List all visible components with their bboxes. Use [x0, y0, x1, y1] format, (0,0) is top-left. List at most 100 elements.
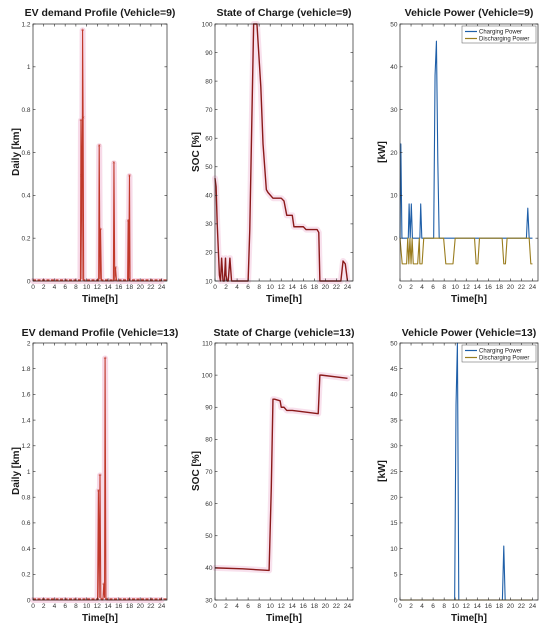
y-tick-label: 1.6 — [21, 392, 30, 399]
x-tick-label: 24 — [158, 603, 166, 610]
x-tick-label: 18 — [126, 284, 134, 291]
x-axis-label: Time[h] — [82, 613, 118, 624]
y-tick-label: 0 — [27, 597, 31, 604]
x-tick-label: 14 — [104, 603, 112, 610]
data-point-marker: * — [82, 116, 85, 123]
x-tick-label: 16 — [300, 284, 308, 291]
y-tick-label: 0.8 — [21, 495, 30, 502]
x-tick-label: 24 — [344, 284, 352, 291]
y-tick-label: 2 — [27, 340, 31, 347]
data-point-marker: * — [99, 227, 102, 234]
y-tick-label: 30 — [205, 221, 213, 228]
x-tick-label: 12 — [278, 603, 286, 610]
y-axis-label: Daily [km] — [11, 447, 22, 495]
x-tick-label: 20 — [507, 284, 515, 291]
x-tick-label: 6 — [246, 603, 250, 610]
chart-title: Vehicle Power (Vehicle=13) — [402, 327, 537, 339]
x-tick-label: 10 — [452, 284, 460, 291]
data-point-marker: * — [97, 488, 100, 495]
x-tick-label: 0 — [213, 284, 217, 291]
y-tick-label: 50 — [390, 340, 398, 347]
x-tick-label: 8 — [442, 284, 446, 291]
x-tick-label: 20 — [137, 603, 145, 610]
legend-entry: Charging Power — [479, 349, 522, 355]
y-axis-label: Daily [km] — [11, 128, 22, 176]
x-tick-label: 0 — [31, 603, 35, 610]
plot-background — [215, 24, 353, 281]
plot-area: **********0 2 4 6 8 10 12 14 16 18 20 22 2400.20.40.… — [21, 21, 168, 291]
x-tick-label: 16 — [115, 603, 123, 610]
x-tick-label: 4 — [53, 284, 57, 291]
y-tick-label: 40 — [205, 193, 213, 200]
x-tick-label: 16 — [300, 603, 308, 610]
x-tick-label: 20 — [322, 603, 330, 610]
x-tick-label: 4 — [235, 603, 239, 610]
x-tick-label: 18 — [311, 284, 319, 291]
x-tick-label: 2 — [409, 603, 413, 610]
series-line — [399, 237, 533, 265]
y-tick-label: 0 — [27, 278, 31, 285]
data-point-marker: * — [79, 118, 82, 125]
legend-box — [461, 344, 537, 363]
x-axis-label: Time[h] — [451, 613, 487, 624]
plot-background — [400, 24, 538, 281]
y-tick-label: 0.8 — [21, 107, 30, 114]
x-tick-label: 18 — [126, 603, 134, 610]
y-tick-label: 0 — [394, 597, 398, 604]
x-tick-label: 8 — [74, 603, 78, 610]
x-tick-label: 6 — [246, 284, 250, 291]
y-tick-label: 0.2 — [21, 235, 30, 242]
y-tick-label: 40 — [390, 64, 398, 71]
y-tick-label: 0.4 — [21, 546, 30, 553]
y-tick-label: 1 — [27, 64, 31, 71]
x-tick-label: 8 — [74, 284, 78, 291]
y-tick-label: 20 — [390, 150, 398, 157]
y-tick-label: 20 — [390, 495, 398, 502]
y-tick-label: 40 — [205, 565, 213, 572]
chart-demand-vehicle-13: EV demand Profile (Vehicle=13) Time[h] D… — [11, 327, 178, 624]
x-tick-label: 18 — [496, 603, 504, 610]
x-tick-label: 4 — [235, 284, 239, 291]
x-tick-label: 2 — [42, 603, 46, 610]
y-tick-label: 10 — [205, 278, 213, 285]
y-tick-label: 0.4 — [21, 193, 30, 200]
x-tick-label: 22 — [333, 284, 341, 291]
y-tick-label: 70 — [205, 469, 213, 476]
x-tick-label: 22 — [333, 603, 341, 610]
x-tick-label: 12 — [278, 284, 286, 291]
y-tick-label: 100 — [202, 372, 213, 379]
plot-area: 0 2 4 6 8 10 12 14 16 18 20 22 2401020304050Charging… — [390, 21, 539, 291]
x-tick-label: 10 — [83, 284, 91, 291]
data-point-marker: * — [98, 144, 101, 151]
x-tick-label: 4 — [420, 603, 424, 610]
x-tick-label: 24 — [529, 603, 537, 610]
x-tick-label: 8 — [257, 284, 261, 291]
y-tick-label: 30 — [390, 443, 398, 450]
y-tick-label: 100 — [202, 21, 213, 28]
x-tick-label: 6 — [63, 603, 67, 610]
x-tick-label: 12 — [463, 603, 471, 610]
x-tick-label: 22 — [147, 603, 155, 610]
y-tick-label: 1.4 — [21, 417, 30, 424]
y-tick-label: 1.8 — [21, 366, 30, 373]
y-axis-label: [kW] — [377, 141, 388, 163]
plot-background — [400, 343, 538, 600]
data-point-marker: * — [99, 473, 102, 480]
y-tick-label: 0.2 — [21, 572, 30, 579]
x-tick-label: 2 — [224, 284, 228, 291]
plot-area: 0 2 4 6 8 10 12 14 16 18 20 22 243040506070809010011… — [202, 340, 354, 610]
y-tick-label: 0.6 — [21, 150, 30, 157]
y-tick-label: 80 — [205, 78, 213, 85]
y-tick-label: 1 — [27, 469, 31, 476]
y-tick-label: 30 — [205, 597, 213, 604]
y-tick-label: 15 — [390, 520, 398, 527]
x-tick-label: 14 — [289, 284, 297, 291]
chart-title: State of Charge (vehicle=13) — [214, 327, 355, 339]
axes-frame — [214, 23, 354, 282]
data-point-marker: * — [104, 356, 107, 363]
y-tick-label: 80 — [205, 437, 213, 444]
x-tick-label: 4 — [420, 284, 424, 291]
